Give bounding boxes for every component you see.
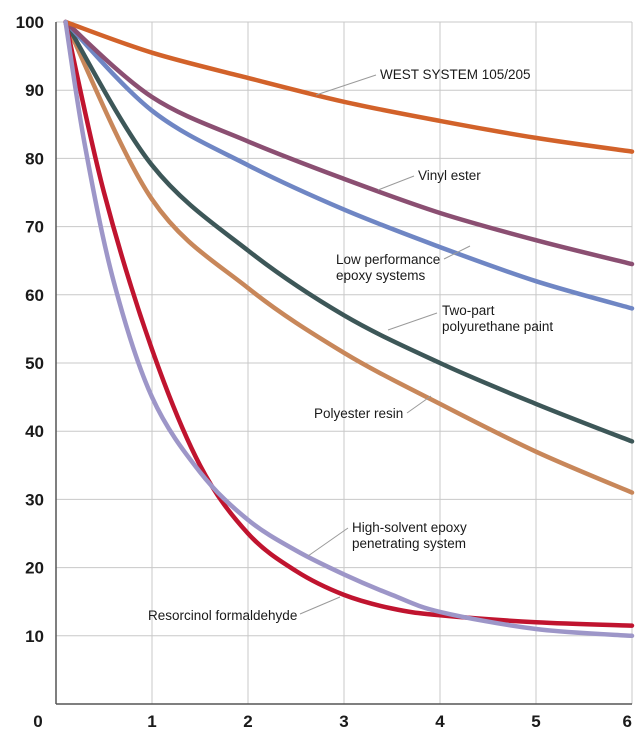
annotation-leader <box>315 74 377 96</box>
y-tick-label: 20 <box>25 559 44 578</box>
series-annotation: Polyester resin <box>314 406 403 421</box>
x-tick-label: 2 <box>243 712 252 729</box>
series-line <box>63 19 635 444</box>
annotation-line: Two-part <box>442 303 495 318</box>
annotation-leader <box>377 175 415 191</box>
x-tick-label: 0 <box>33 712 42 729</box>
annotation-leader <box>443 245 471 260</box>
series-annotation: High-solvent epoxy penetrating system <box>352 520 467 551</box>
annotation-leader <box>406 395 432 414</box>
series-annotation: Two-part polyurethane paint <box>442 303 553 334</box>
annotation-leader <box>307 527 349 557</box>
series-annotation: Low performance epoxy systems <box>336 252 440 283</box>
annotation-leaders <box>299 74 471 615</box>
annotation-line: WEST SYSTEM 105/205 <box>380 67 531 82</box>
y-tick-label: 50 <box>25 354 44 373</box>
series-line <box>63 19 635 639</box>
series-line <box>63 19 635 495</box>
annotation-line: Resorcinol formaldehyde <box>148 608 297 623</box>
annotation-line: Polyester resin <box>314 406 403 421</box>
y-tick-label: 100 <box>16 13 44 32</box>
annotation-line: Vinyl ester <box>418 168 481 183</box>
series-annotation: Resorcinol formaldehyde <box>148 608 297 623</box>
annotation-line: High-solvent epoxy <box>352 520 467 535</box>
y-tick-label: 70 <box>25 218 44 237</box>
series-lines <box>63 19 635 639</box>
y-tick-label: 90 <box>25 81 44 100</box>
annotation-line: penetrating system <box>352 536 466 551</box>
grid-lines <box>56 21 633 704</box>
y-tick-label: 30 <box>25 490 44 509</box>
annotation-line: Low performance <box>336 252 440 267</box>
series-line <box>63 19 635 267</box>
annotation-labels: WEST SYSTEM 105/205 Vinyl ester Low perfor… <box>148 67 553 623</box>
annotation-line: epoxy systems <box>336 268 426 283</box>
x-tick-label: 1 <box>147 712 156 729</box>
x-tick-label: 5 <box>531 712 540 729</box>
y-tick-label: 10 <box>25 627 44 646</box>
axes <box>55 22 632 705</box>
y-tick-label: 40 <box>25 422 44 441</box>
series-line <box>63 19 635 311</box>
y-tick-label: 80 <box>25 149 44 168</box>
tick-labels: 0 1 2 3 4 5 6 10 20 30 40 50 60 70 80 90 100 <box>16 13 632 729</box>
annotation-line: polyurethane paint <box>442 319 553 334</box>
annotation-leader <box>299 596 341 615</box>
series-annotation: WEST SYSTEM 105/205 <box>380 67 531 82</box>
series-line <box>63 19 635 154</box>
annotation-leader <box>387 312 438 331</box>
x-tick-label: 3 <box>339 712 348 729</box>
series-annotation: Vinyl ester <box>418 168 481 183</box>
y-tick-label: 60 <box>25 286 44 305</box>
x-tick-label: 6 <box>623 712 632 729</box>
x-tick-label: 4 <box>435 712 445 729</box>
